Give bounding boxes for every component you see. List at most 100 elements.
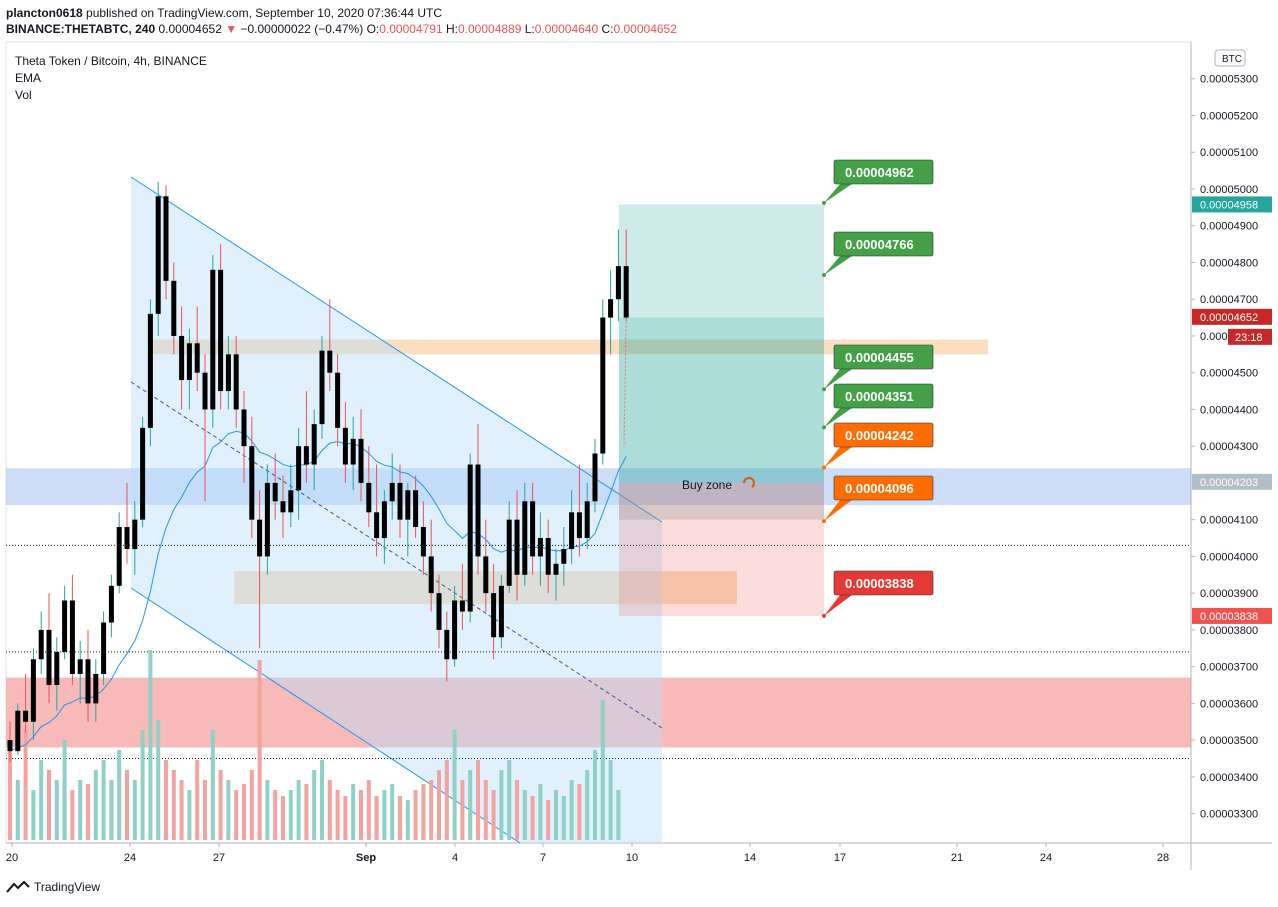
volume-bar (351, 784, 356, 840)
chart-legend: Theta Token / Bitcoin, 4h, BINANCE EMA V… (15, 53, 207, 104)
high-label: H: (445, 22, 458, 36)
target-callout-4: 0.00004242 (822, 422, 934, 470)
volume-bar (585, 770, 590, 840)
candle-body (140, 427, 146, 520)
volume-bar (101, 760, 106, 840)
y-tick-label: 0.00004500 (1200, 368, 1258, 380)
candle-body (179, 335, 185, 381)
x-tick-label: 17 (834, 852, 846, 864)
zone-blue-support (6, 468, 1191, 505)
target-pointer (824, 500, 852, 522)
target-callout-6: 0.00003838 (822, 570, 934, 618)
candle (600, 299, 606, 465)
candle (163, 185, 169, 300)
zone-red-demand (6, 677, 1191, 748)
candle-body (218, 269, 224, 392)
y-tick-label: 0.00004800 (1200, 257, 1258, 269)
volume-bar (390, 784, 395, 840)
candle-body (319, 350, 325, 425)
candle (280, 475, 286, 539)
candle-body (537, 538, 543, 557)
x-tick-label: 4 (452, 852, 458, 864)
volume-bar (460, 780, 465, 840)
target-pointer (824, 408, 852, 428)
candle (194, 306, 200, 392)
candle-body (163, 196, 169, 281)
x-tick-label: 21 (951, 852, 963, 864)
candle (249, 416, 255, 539)
candle-body (498, 585, 504, 638)
channel-upper-line (130, 176, 663, 523)
volume-bar (593, 750, 597, 840)
candle-body (272, 482, 278, 502)
volume-bar (179, 780, 184, 840)
candle-body (101, 622, 107, 674)
candle-body (288, 490, 294, 513)
candle (545, 519, 551, 594)
candle-body (413, 490, 419, 528)
candle (405, 482, 411, 557)
candle (77, 640, 83, 704)
candle-body (327, 350, 333, 373)
candle (483, 519, 489, 612)
publisher-name[interactable]: plancton0618 (6, 6, 83, 20)
channel-fill (131, 177, 662, 843)
volume-bar (148, 650, 153, 840)
volume-bar (499, 770, 504, 840)
volume-bar (561, 796, 566, 840)
candle-body (459, 600, 465, 612)
target-box (833, 570, 934, 596)
target-label: 0.00004351 (845, 389, 914, 404)
candle (327, 299, 333, 392)
volume-bar (569, 780, 574, 840)
candle-body (389, 482, 395, 502)
candle (444, 611, 450, 682)
legend-ema[interactable]: EMA (15, 71, 42, 85)
x-tick-label: Sep (356, 852, 376, 864)
volume-bar (93, 770, 98, 840)
y-tick-label: 0.00003900 (1200, 588, 1258, 600)
target-callout-2: 0.00004455 (822, 344, 934, 392)
candle (420, 501, 426, 575)
price-badge-text: 0.00004652 (1200, 312, 1258, 324)
close-label: C: (601, 22, 614, 36)
candle-body (584, 501, 590, 539)
candle-body (62, 600, 68, 652)
candle (225, 335, 231, 410)
price-axis-badge: 0.00004958 (1192, 196, 1272, 213)
candle (46, 593, 52, 704)
volume-bar (507, 760, 512, 840)
legend-vol[interactable]: Vol (15, 88, 32, 102)
brand-name[interactable]: TradingView (34, 880, 101, 894)
volume-bar (234, 790, 239, 840)
candle-body (475, 464, 481, 557)
volume-bar (429, 780, 434, 840)
volume-bar (359, 790, 363, 840)
volume-bar (421, 784, 426, 840)
candle (69, 574, 75, 686)
candle-body (381, 501, 387, 539)
candle (514, 490, 520, 601)
target-box (833, 231, 934, 257)
volume-bar (483, 780, 488, 840)
target-dot (822, 200, 826, 205)
candle (553, 549, 559, 601)
candle (381, 490, 387, 564)
candle-body (576, 512, 582, 539)
volume-bar (187, 790, 192, 840)
price-badge-bg (1228, 328, 1272, 345)
published-text: published on TradingView.com, September … (86, 6, 443, 20)
candle-body (46, 629, 52, 686)
candle (171, 262, 177, 355)
target-callout-0: 0.00004962 (822, 159, 934, 205)
volume-bar (288, 790, 293, 840)
volume-bar (31, 790, 36, 840)
volume-bar (398, 796, 402, 840)
long-filled-area (619, 317, 824, 483)
candle (124, 482, 130, 564)
last-price: 0.00004652 (158, 22, 222, 36)
volume-bar (226, 780, 231, 840)
legend-title[interactable]: Theta Token / Bitcoin, 4h, BINANCE (15, 54, 207, 68)
candle-body (296, 446, 302, 491)
